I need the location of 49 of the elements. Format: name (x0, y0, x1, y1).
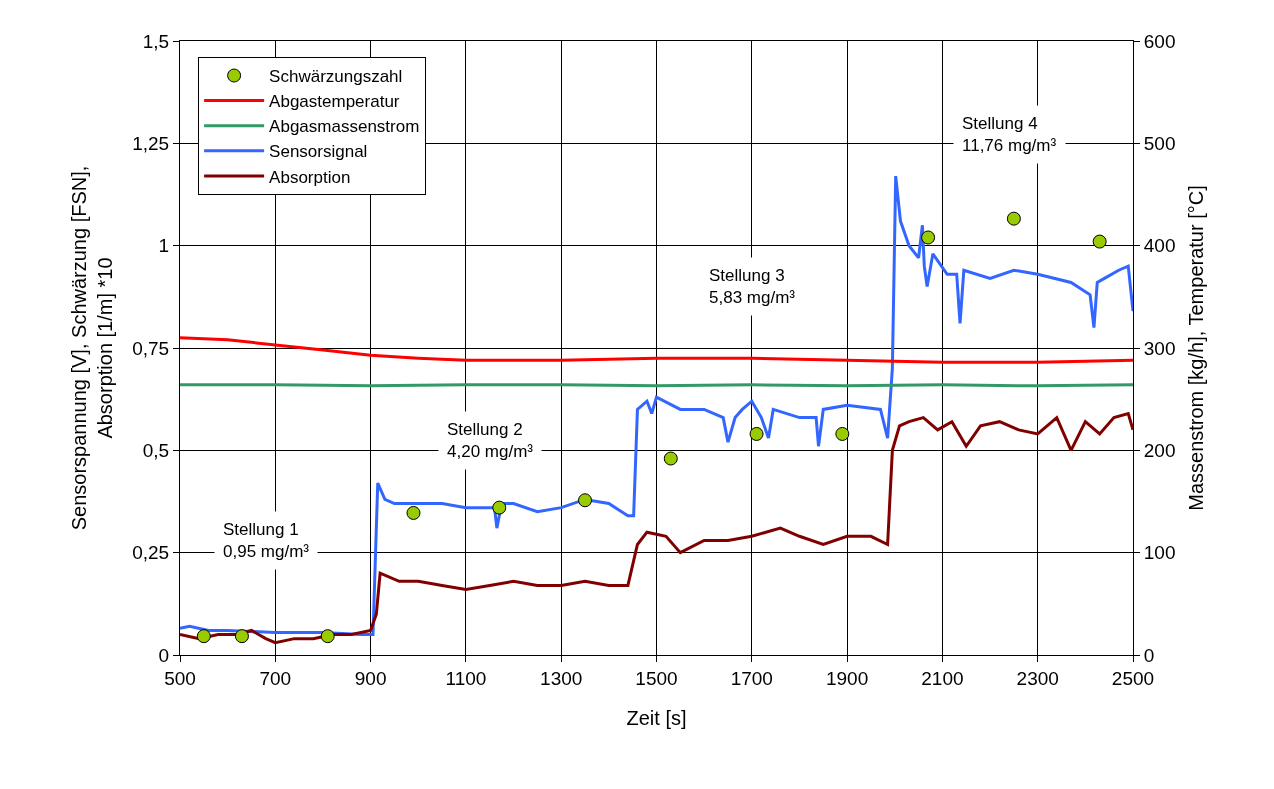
x-tick-label: 900 (354, 667, 387, 689)
point (320, 629, 335, 644)
y-axis-title: Sensorspannung [V], Schwärzung [FSN], Absorption [1/m] *10 (67, 165, 116, 531)
y-tick-label: 1,5 (142, 30, 170, 52)
y-tick-label: 1 (158, 235, 170, 257)
point (196, 629, 211, 644)
point (578, 493, 593, 508)
legend-label: Sensorsignal (269, 142, 368, 162)
x-tick-label: 1100 (445, 667, 487, 689)
x-tick-label: 2300 (1016, 667, 1059, 689)
x-tick-label: 700 (259, 667, 292, 689)
point (1092, 234, 1107, 249)
y2-tick-label: 300 (1143, 337, 1176, 359)
point (406, 505, 421, 520)
x-tick-label: 1300 (540, 667, 583, 689)
x-tick-label: 2500 (1111, 667, 1155, 689)
point (1006, 211, 1021, 226)
y2-tick-label: 0 (1143, 644, 1155, 666)
point (492, 500, 507, 515)
y2-tick-label: 600 (1143, 30, 1176, 52)
x-axis-title: Zeit [s] (626, 707, 687, 729)
y2-tick-label: 500 (1143, 132, 1176, 154)
annotation: Stellung 4 11,76 mg/m³ (962, 114, 1057, 156)
point (921, 230, 936, 245)
legend-label: Absorption (269, 167, 351, 187)
point (663, 451, 678, 466)
annotation: Stellung 2 4,20 mg/m³ (447, 420, 534, 462)
annotation: Stellung 1 0,95 mg/m³ (223, 520, 310, 562)
x-tick-label: 500 (164, 667, 196, 689)
y-tick-label: 0 (158, 644, 170, 666)
x-tick-label: 1700 (730, 667, 773, 689)
annotation: Stellung 3 5,83 mg/m³ (709, 266, 796, 308)
point (835, 426, 850, 441)
y2-tick-label: 400 (1143, 235, 1176, 257)
x-tick-label: 2100 (921, 667, 964, 689)
point (234, 629, 249, 644)
y-tick-label: 0,5 (142, 439, 170, 461)
y-tick-label: 1,25 (132, 132, 170, 154)
point (749, 426, 764, 441)
x-tick-label: 1500 (635, 667, 678, 689)
y2-tick-label: 200 (1143, 439, 1176, 461)
legend-label: Schwärzungszahl (269, 67, 403, 87)
y2-axis-title: Massenstrom [kg/h], Temperatur [°C] (1185, 185, 1207, 511)
y-tick-label: 0,25 (132, 542, 170, 564)
legend-label: Abgasmassenstrom (269, 117, 420, 137)
legend-label: Abgastemperatur (269, 92, 400, 112)
y2-tick-label: 100 (1143, 542, 1176, 564)
x-tick-label: 1900 (825, 667, 869, 689)
y-tick-label: 0,75 (132, 337, 170, 359)
